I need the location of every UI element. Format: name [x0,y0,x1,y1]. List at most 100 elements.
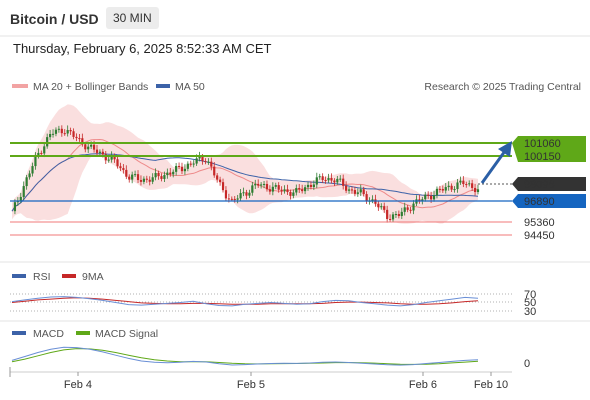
candle-body [90,144,93,147]
rsi-ma-legend-label: 9MA [82,271,104,283]
macd-plot [11,346,479,366]
candle-body [104,154,107,161]
support-1-label: 95360 [524,217,555,229]
candle-body [257,183,260,186]
resistance-1-label: 101060 [524,138,561,150]
candle-body [315,177,318,185]
candle-body [391,214,395,220]
candle-body [468,183,471,185]
candle-body [365,194,368,201]
candle-body [210,161,213,167]
candle-body [295,188,298,193]
candle-body [216,175,219,180]
candle-body [43,146,46,154]
candle-body [233,198,236,200]
timeframe-badge[interactable]: 30 MIN [106,7,159,29]
candle-body [133,174,137,176]
bollinger-legend-swatch [12,84,28,88]
ma50-legend-swatch [156,84,170,88]
candle-body [69,130,72,132]
candle-body [166,172,169,176]
candle-body [201,156,204,162]
candle-body [465,184,468,186]
candle-body [271,186,274,192]
candle-body [60,128,63,134]
candle-body [301,189,304,192]
candle-body [306,184,310,188]
candle-body [444,187,447,191]
candle-body [154,172,157,178]
candle-body [476,189,480,193]
candle-body [380,206,383,208]
candle-body [125,169,128,177]
candle-body [336,178,339,183]
candle-body [421,199,424,201]
candle-body [66,130,69,134]
candle-body [298,188,301,190]
candle-body [251,185,254,193]
candle-body [239,193,242,199]
candle-body [37,152,40,157]
chart-header: Bitcoin / USD 30 MIN [0,0,590,36]
candle-body [116,159,119,167]
candle-body [151,177,154,182]
candle-body [19,196,22,201]
candle-body [459,180,462,183]
candle-body [236,198,239,200]
candle-body [87,146,90,150]
x-label-feb4: Feb 4 [64,379,92,391]
candle-body [356,192,359,194]
candle-body [75,136,78,139]
candle-body [456,182,459,190]
candle-body [312,184,315,188]
main-plot [11,104,480,224]
candle-body [136,174,140,181]
candle-body [145,178,148,180]
bollinger-band [12,104,478,224]
candle-body [400,211,403,217]
candle-body [148,179,151,182]
current-price-tag [512,177,586,191]
candle-body [221,182,225,191]
candle-body [25,177,28,187]
candle-body [160,176,163,179]
candle-body [462,180,465,185]
candle-body [248,192,251,196]
candle-body [350,189,354,191]
candle-body [473,187,477,193]
candle-body [213,166,216,176]
macd-legend-swatch [12,331,26,335]
candle-body [362,189,365,195]
timestamp: Thursday, February 6, 2025 8:52:33 AM CE… [13,41,272,56]
pivot-label: 96890 [524,196,555,208]
candle-body [119,166,122,169]
candle-body [157,172,160,177]
candle-body [280,189,283,192]
x-label-feb6: Feb 6 [409,379,437,391]
candle-body [262,183,266,185]
macd-signal-legend-swatch [76,331,90,335]
candle-body [386,209,389,220]
candle-body [169,172,172,175]
candle-body [418,199,421,201]
candle-body [268,189,272,192]
candle-body [57,128,60,130]
candle-body [309,184,313,188]
candle-body [353,190,357,194]
rsi-70-label: 70 [524,289,536,301]
pivot-tag [512,194,586,208]
candle-body [131,174,134,180]
candle-body [113,155,116,160]
rsi-50-label: 50 [524,297,536,309]
candle-body [92,144,96,150]
rsi-9ma-line [11,297,479,305]
candle-body [289,191,292,196]
research-credit: Research © 2025 Trading Central [424,81,581,93]
candle-body [447,185,450,188]
candle-body [198,156,201,159]
candle-body [450,185,453,190]
candle-body [183,168,187,172]
candle-body [424,194,427,200]
candle-body [342,178,345,186]
